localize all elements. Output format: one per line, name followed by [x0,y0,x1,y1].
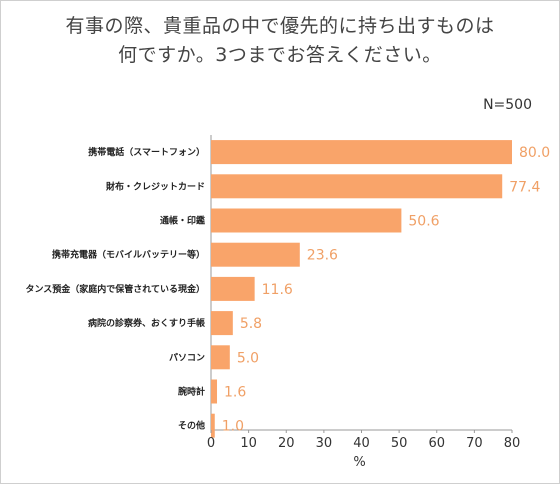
category-label-7: 腕時計 [178,386,205,398]
bar-0 [211,140,512,165]
category-label-2: 通帳・印鑑 [160,215,205,227]
value-label-6: 5.0 [237,350,259,366]
category-label-1: 財布・クレジットカード [105,180,205,192]
x-tick-label-4: 40 [353,436,370,451]
value-label-4: 11.6 [262,282,293,298]
chart-title: 有事の際、貴重品の中で優先的に持ち出すものは 何ですか。3つまでお答えください。 [0,12,560,70]
value-label-8: 1.0 [222,419,244,435]
bar-1 [211,174,503,199]
sample-size-label: N=500 [483,97,532,113]
bar-3 [211,242,300,267]
chart-title-line-1: 有事の際、貴重品の中で優先的に持ち出すものは [65,15,495,37]
category-label-6: パソコン [169,351,205,363]
value-label-5: 5.8 [240,316,262,332]
value-label-1: 77.4 [509,179,540,195]
category-label-8: その他 [178,420,205,432]
bar-7 [211,379,218,404]
bar-5 [211,311,233,336]
value-label-3: 23.6 [307,248,338,264]
category-label-0: 携帯電話（スマートフォン） [88,146,205,158]
x-tick-label-0: 0 [207,436,215,451]
bar-2 [211,208,402,233]
category-label-3: 携帯充電器（モバイルバッテリー等） [52,249,205,261]
x-tick-label-6: 60 [428,436,445,451]
chart-title-line-2: 何ですか。3つまでお答えください。 [118,44,442,66]
bar-8 [211,413,215,438]
x-tick-label-3: 30 [316,436,333,451]
bar-6 [211,345,230,370]
x-tick-label-8: 80 [504,436,521,451]
value-label-0: 80.0 [519,145,550,161]
x-tick-label-2: 20 [278,436,295,451]
x-tick-label-7: 70 [466,436,483,451]
x-tick-label-5: 50 [391,436,408,451]
category-label-4: タンス預金（家庭内で保管されている現金） [25,283,205,295]
x-axis-unit-label: % [353,455,365,470]
category-label-5: 病院の診察券、おくすり手帳 [88,317,205,329]
value-label-7: 1.6 [224,385,246,401]
bar-4 [211,276,255,301]
value-label-2: 50.6 [408,214,439,230]
x-tick-label-1: 10 [240,436,257,451]
